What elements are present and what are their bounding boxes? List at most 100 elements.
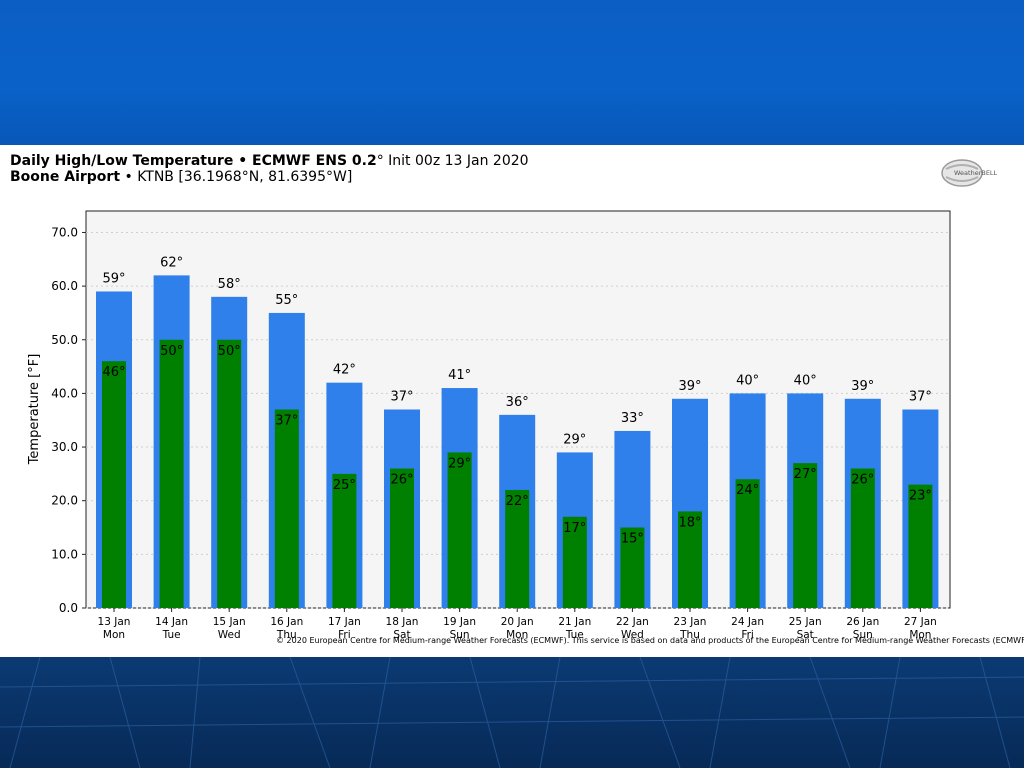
x-tick-day: Fri [741, 629, 754, 641]
y-axis-label: Temperature [°F] [27, 354, 42, 466]
low-temp-bar [390, 468, 414, 608]
x-tick-date: 18 Jan [386, 616, 419, 628]
x-tick-date: 15 Jan [213, 616, 246, 628]
x-tick-date: 26 Jan [846, 616, 879, 628]
low-temp-label: 23° [909, 489, 932, 504]
low-temp-label: 25° [333, 478, 356, 493]
high-temp-label: 58° [218, 277, 241, 292]
chart-subtitle: Boone Airport • KTNB [36.1968°N, 81.6395… [10, 169, 352, 185]
chart-panel: Daily High/Low Temperature • ECMWF ENS 0… [0, 145, 1024, 657]
low-temp-bar [562, 516, 587, 608]
x-tick-date: 23 Jan [674, 616, 707, 628]
high-temp-label: 41° [448, 368, 471, 383]
low-temp-label: 46° [102, 365, 125, 380]
temperature-chart: 0.0 10.0 20.0 30.0 40.0 50.0 60.0 70.0 59° 46° 62… [27, 210, 951, 641]
y-tick-label: 50.0 [51, 333, 78, 347]
y-tick-label: 70.0 [51, 225, 78, 239]
high-temp-label: 62° [160, 255, 183, 270]
station-name: Boone Airport [10, 169, 121, 185]
low-temp-bar [332, 473, 357, 608]
low-temp-bar [735, 479, 760, 608]
y-tick-label: 0.0 [59, 601, 78, 615]
low-temp-bar [217, 339, 242, 608]
x-tick-date: 13 Jan [98, 616, 131, 628]
copyright-notice: © 2020 European Centre for Medium-range … [276, 636, 1024, 645]
low-temp-bar [274, 409, 299, 608]
x-tick-day: Sat [393, 629, 410, 641]
x-tick-day: Mon [506, 629, 528, 641]
low-temp-bar [908, 484, 933, 608]
high-temp-label: 37° [390, 390, 413, 405]
x-tick-day: Sun [450, 629, 470, 641]
high-temp-label: 40° [794, 373, 817, 388]
high-temp-label: 29° [563, 432, 586, 447]
low-temp-label: 50° [218, 344, 241, 359]
low-temp-label: 29° [448, 456, 471, 471]
low-temp-label: 15° [621, 532, 644, 547]
low-temp-label: 26° [390, 473, 413, 488]
x-tick-day: Sat [797, 629, 814, 641]
low-temp-bar [505, 489, 530, 608]
x-tick-day: Mon [909, 629, 931, 641]
weatherbell-logo: WeatherBELL [941, 159, 998, 187]
high-temp-label: 59° [102, 271, 125, 286]
low-temp-label: 17° [563, 521, 586, 536]
low-temp-label: 24° [736, 483, 759, 498]
x-tick-date: 19 Jan [443, 616, 476, 628]
x-tick-day: Wed [218, 629, 241, 641]
x-tick-date: 27 Jan [904, 616, 937, 628]
low-temp-label: 22° [506, 494, 529, 509]
low-temp-label: 37° [275, 414, 298, 429]
bottom-banner [0, 657, 1024, 768]
x-tick-date: 22 Jan [616, 616, 649, 628]
high-temp-label: 39° [678, 379, 701, 394]
x-tick-day: Wed [621, 629, 644, 641]
high-temp-label: 37° [909, 390, 932, 405]
high-temp-label: 40° [736, 373, 759, 388]
low-temp-bar [159, 339, 184, 608]
low-temp-label: 26° [851, 473, 874, 488]
high-temp-label: 36° [506, 395, 529, 410]
bar-labels: 59° 46° 62° 50° 58° 50° 55° 37° 42° 25° 37° 26° 41° 2… [102, 255, 931, 546]
top-banner [0, 0, 1024, 145]
y-axis-ticks: 0.0 10.0 20.0 30.0 40.0 50.0 60.0 70.0 [51, 225, 86, 615]
y-tick-label: 30.0 [51, 440, 78, 454]
low-temp-bar [447, 452, 472, 608]
station-coordinates: • KTNB [36.1968°N, 81.6395°W] [120, 169, 353, 185]
x-tick-day: Tue [162, 629, 181, 641]
low-temp-bar [678, 511, 702, 608]
x-tick-date: 21 Jan [558, 616, 591, 628]
chart-title-init: ° Init 00z 13 Jan 2020 [376, 153, 529, 169]
x-tick-date: 24 Jan [731, 616, 764, 628]
x-tick-day: Mon [103, 629, 125, 641]
low-temp-label: 50° [160, 344, 183, 359]
chart-title: Daily High/Low Temperature • ECMWF ENS 0… [10, 153, 529, 169]
chart-title-bold: Daily High/Low Temperature • ECMWF ENS 0… [10, 153, 377, 169]
logo-text: WeatherBELL [954, 169, 998, 177]
x-tick-date: 20 Jan [501, 616, 534, 628]
x-tick-day: Fri [338, 629, 351, 641]
low-temp-bar [850, 468, 875, 608]
low-temp-label: 18° [678, 515, 701, 530]
y-tick-label: 20.0 [51, 494, 78, 508]
low-temp-bar [102, 361, 126, 608]
high-temp-label: 55° [275, 293, 298, 308]
low-temp-label: 27° [794, 467, 817, 482]
x-tick-day: Sun [853, 629, 873, 641]
high-temp-label: 42° [333, 363, 356, 378]
y-tick-label: 60.0 [51, 279, 78, 293]
x-tick-date: 16 Jan [270, 616, 303, 628]
high-temp-label: 39° [851, 379, 874, 394]
y-tick-label: 10.0 [51, 547, 78, 561]
x-tick-day: Thu [276, 629, 297, 641]
x-tick-date: 25 Jan [789, 616, 822, 628]
x-tick-day: Thu [679, 629, 700, 641]
low-temp-bar [620, 527, 645, 608]
y-tick-label: 40.0 [51, 386, 78, 400]
low-temp-bar [793, 463, 818, 608]
x-tick-date: 14 Jan [155, 616, 188, 628]
bars [96, 275, 939, 608]
x-tick-day: Tue [565, 629, 584, 641]
x-tick-date: 17 Jan [328, 616, 361, 628]
